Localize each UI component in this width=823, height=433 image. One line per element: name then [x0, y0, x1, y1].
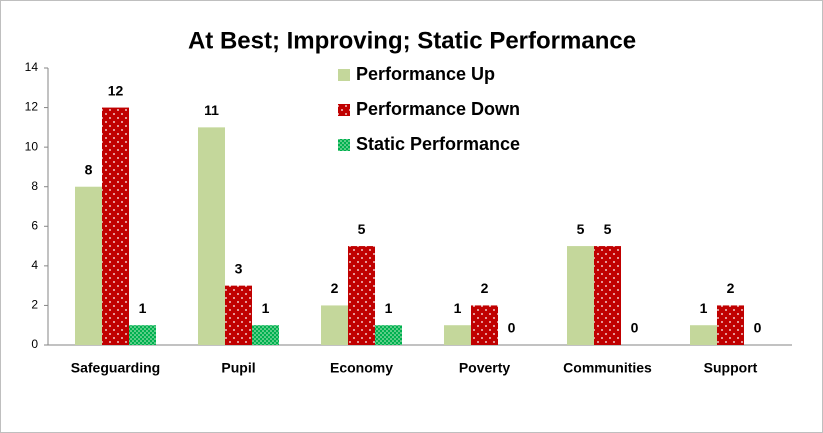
x-tick-label: Economy	[330, 360, 393, 376]
x-tick-label: Pupil	[221, 360, 255, 376]
bar	[567, 246, 594, 345]
data-label: 3	[235, 260, 243, 276]
bar	[690, 325, 717, 345]
x-tick-label: Poverty	[459, 360, 511, 376]
bar	[471, 305, 498, 345]
bar	[375, 325, 402, 345]
bar	[252, 325, 279, 345]
bar	[225, 285, 252, 345]
data-label: 1	[454, 300, 462, 316]
legend-label: Performance Down	[356, 99, 520, 119]
bar	[75, 186, 102, 345]
y-tick-label: 0	[31, 337, 38, 351]
data-label: 8	[85, 161, 93, 177]
data-label: 0	[631, 320, 639, 336]
bar	[348, 246, 375, 345]
y-tick-label: 2	[31, 298, 38, 312]
legend-label: Performance Up	[356, 64, 495, 84]
data-label: 2	[727, 280, 735, 296]
y-tick-label: 4	[31, 258, 38, 272]
data-label: 5	[358, 221, 366, 237]
legend-label: Static Performance	[356, 134, 520, 154]
data-label: 0	[754, 320, 762, 336]
data-label: 2	[481, 280, 489, 296]
legend-swatch	[338, 69, 350, 81]
x-tick-label: Communities	[563, 360, 652, 376]
x-tick-label: Support	[704, 360, 758, 376]
chart-title: At Best; Improving; Static Performance	[188, 27, 636, 54]
x-tick-label: Safeguarding	[71, 360, 160, 376]
y-tick-label: 10	[25, 139, 39, 153]
data-label: 11	[204, 102, 219, 118]
bar	[198, 127, 225, 345]
data-label: 5	[577, 221, 585, 237]
data-label: 1	[262, 300, 270, 316]
data-label: 5	[604, 221, 612, 237]
y-tick-label: 8	[31, 179, 38, 193]
bar	[321, 305, 348, 345]
data-label: 0	[508, 320, 516, 336]
data-label: 12	[108, 82, 124, 98]
legend-swatch	[338, 104, 350, 116]
bar	[102, 107, 129, 345]
bar	[717, 305, 744, 345]
y-tick-label: 12	[25, 100, 39, 114]
data-label: 2	[331, 280, 339, 296]
data-label: 1	[385, 300, 393, 316]
data-label: 1	[139, 300, 147, 316]
y-tick-label: 6	[31, 218, 38, 232]
legend-swatch	[338, 139, 350, 151]
bar	[129, 325, 156, 345]
bar	[594, 246, 621, 345]
data-label: 1	[700, 300, 708, 316]
bar	[444, 325, 471, 345]
y-tick-label: 14	[25, 60, 39, 74]
